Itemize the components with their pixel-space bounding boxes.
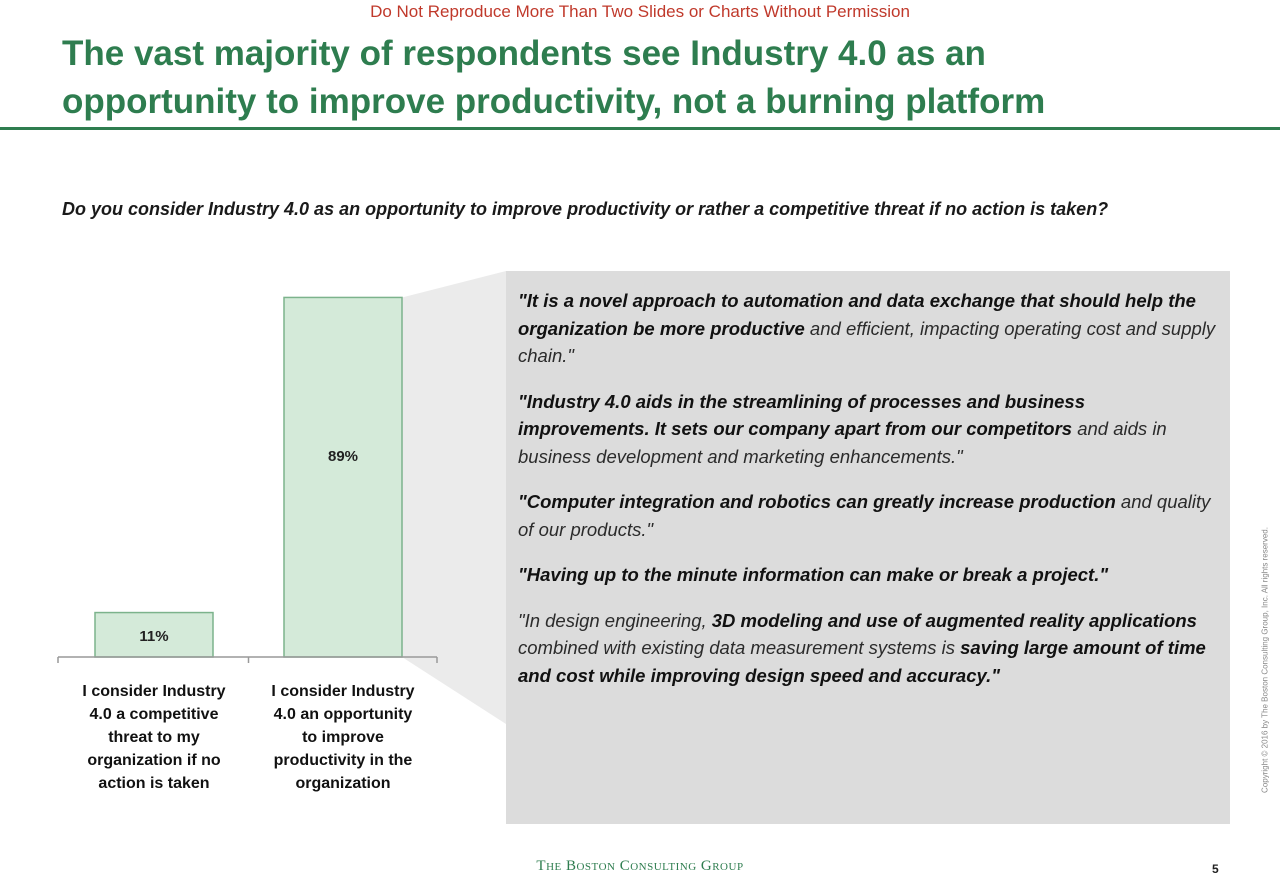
bar-opportunity <box>283 296 403 658</box>
quote-list: "It is a novel approach to automation an… <box>518 287 1218 707</box>
title-line-2: opportunity to improve productivity, not… <box>62 82 1046 121</box>
quote-panel <box>506 271 1230 824</box>
page-number: 5 <box>1212 862 1219 876</box>
quote-2: "Industry 4.0 aids in the streamlining o… <box>518 390 1167 467</box>
data-label-opportunity: 89% <box>328 448 358 465</box>
copyright-text: Copyright © 2016 by The Boston Consultin… <box>1260 527 1270 793</box>
quote-1: "It is a novel approach to automation an… <box>518 290 1216 366</box>
quote-3: "Computer integration and robotics can g… <box>518 491 1211 540</box>
reproduction-notice: Do Not Reproduce More Than Two Slides or… <box>370 2 910 21</box>
quote-4: "Having up to the minute information can… <box>518 564 1109 585</box>
company-logo-text: The Boston Consulting Group <box>536 858 744 874</box>
slide-title: The vast majority of respondents see Ind… <box>62 30 1242 126</box>
quote-5: "In design engineering, 3D modeling and … <box>518 609 1206 686</box>
title-line-1: The vast majority of respondents see Ind… <box>62 34 986 73</box>
callout-wedge <box>402 271 506 724</box>
title-divider <box>0 127 1280 130</box>
category-label-opportunity: I consider Industry 4.0 an opportunity to … <box>271 683 415 792</box>
data-label-threat: 11% <box>139 628 168 645</box>
category-label-threat: I consider Industry 4.0 a competitive thre… <box>82 683 226 792</box>
bar-threat <box>94 611 214 658</box>
survey-question: Do you consider Industry 4.0 as an oppor… <box>62 199 1109 219</box>
